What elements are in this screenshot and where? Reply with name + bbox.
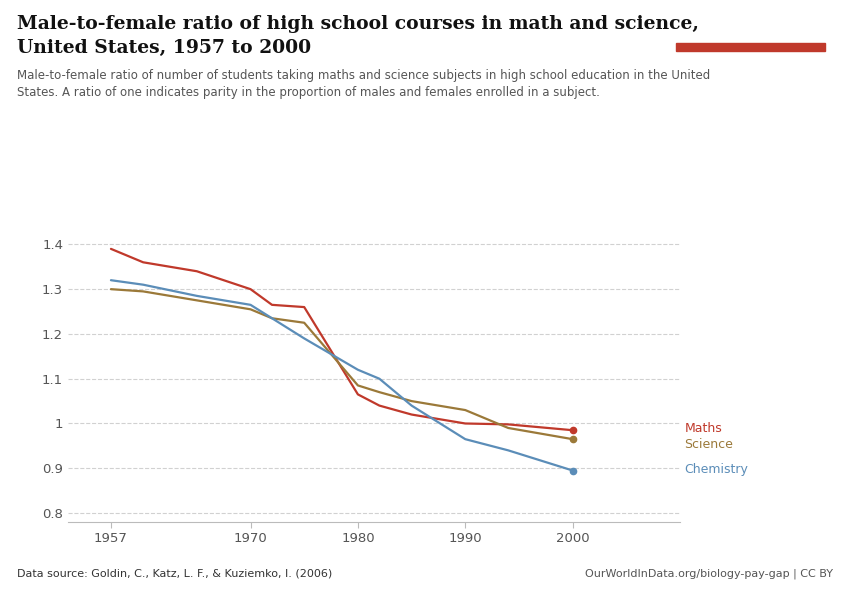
- Text: United States, 1957 to 2000: United States, 1957 to 2000: [17, 39, 311, 57]
- Text: Chemistry: Chemistry: [684, 463, 748, 476]
- Text: Male-to-female ratio of high school courses in math and science,: Male-to-female ratio of high school cour…: [17, 15, 699, 33]
- Text: OurWorldInData.org/biology-pay-gap | CC BY: OurWorldInData.org/biology-pay-gap | CC …: [585, 569, 833, 579]
- Text: Male-to-female ratio of number of students taking maths and science subjects in : Male-to-female ratio of number of studen…: [17, 69, 711, 99]
- Text: Maths: Maths: [684, 422, 722, 435]
- Text: Science: Science: [684, 439, 733, 451]
- Text: Our World: Our World: [718, 14, 782, 23]
- Text: in Data: in Data: [728, 27, 773, 37]
- Bar: [676, 43, 824, 51]
- Text: Data source: Goldin, C., Katz, L. F., & Kuziemko, I. (2006): Data source: Goldin, C., Katz, L. F., & …: [17, 569, 332, 579]
